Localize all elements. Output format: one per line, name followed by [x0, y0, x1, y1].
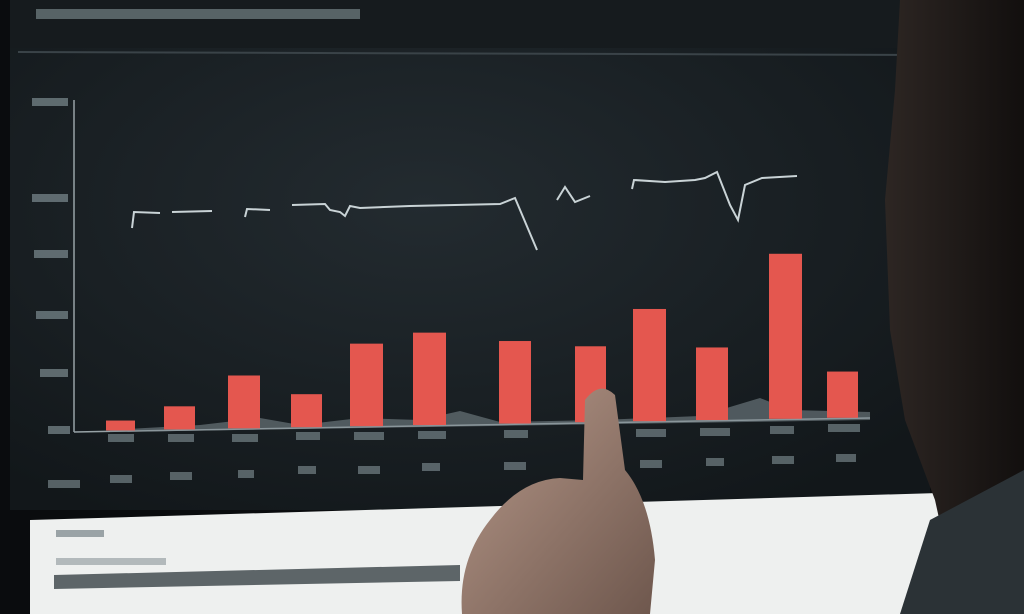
bar	[696, 347, 728, 421]
progress-bar	[54, 565, 460, 589]
header-divider	[17, 51, 921, 56]
line-series	[131, 170, 798, 251]
bar	[633, 308, 666, 422]
bar	[499, 341, 531, 424]
bar	[228, 375, 260, 429]
header-title-blur	[36, 9, 360, 19]
pointing-hand	[461, 388, 655, 614]
person-head	[885, 0, 1024, 614]
person-shoulder	[900, 470, 1024, 614]
header-bar	[10, 0, 930, 48]
bar	[769, 253, 802, 419]
bar	[350, 343, 383, 427]
panel-label-blur	[56, 530, 104, 537]
bar	[413, 332, 446, 426]
x-tick-labels	[48, 424, 860, 488]
bar	[106, 420, 135, 431]
y-tick-labels	[32, 98, 70, 434]
bar	[291, 394, 322, 428]
panel-sub-blur	[56, 558, 166, 565]
bar-series	[106, 253, 858, 431]
bar	[164, 406, 195, 430]
bar	[827, 371, 858, 418]
